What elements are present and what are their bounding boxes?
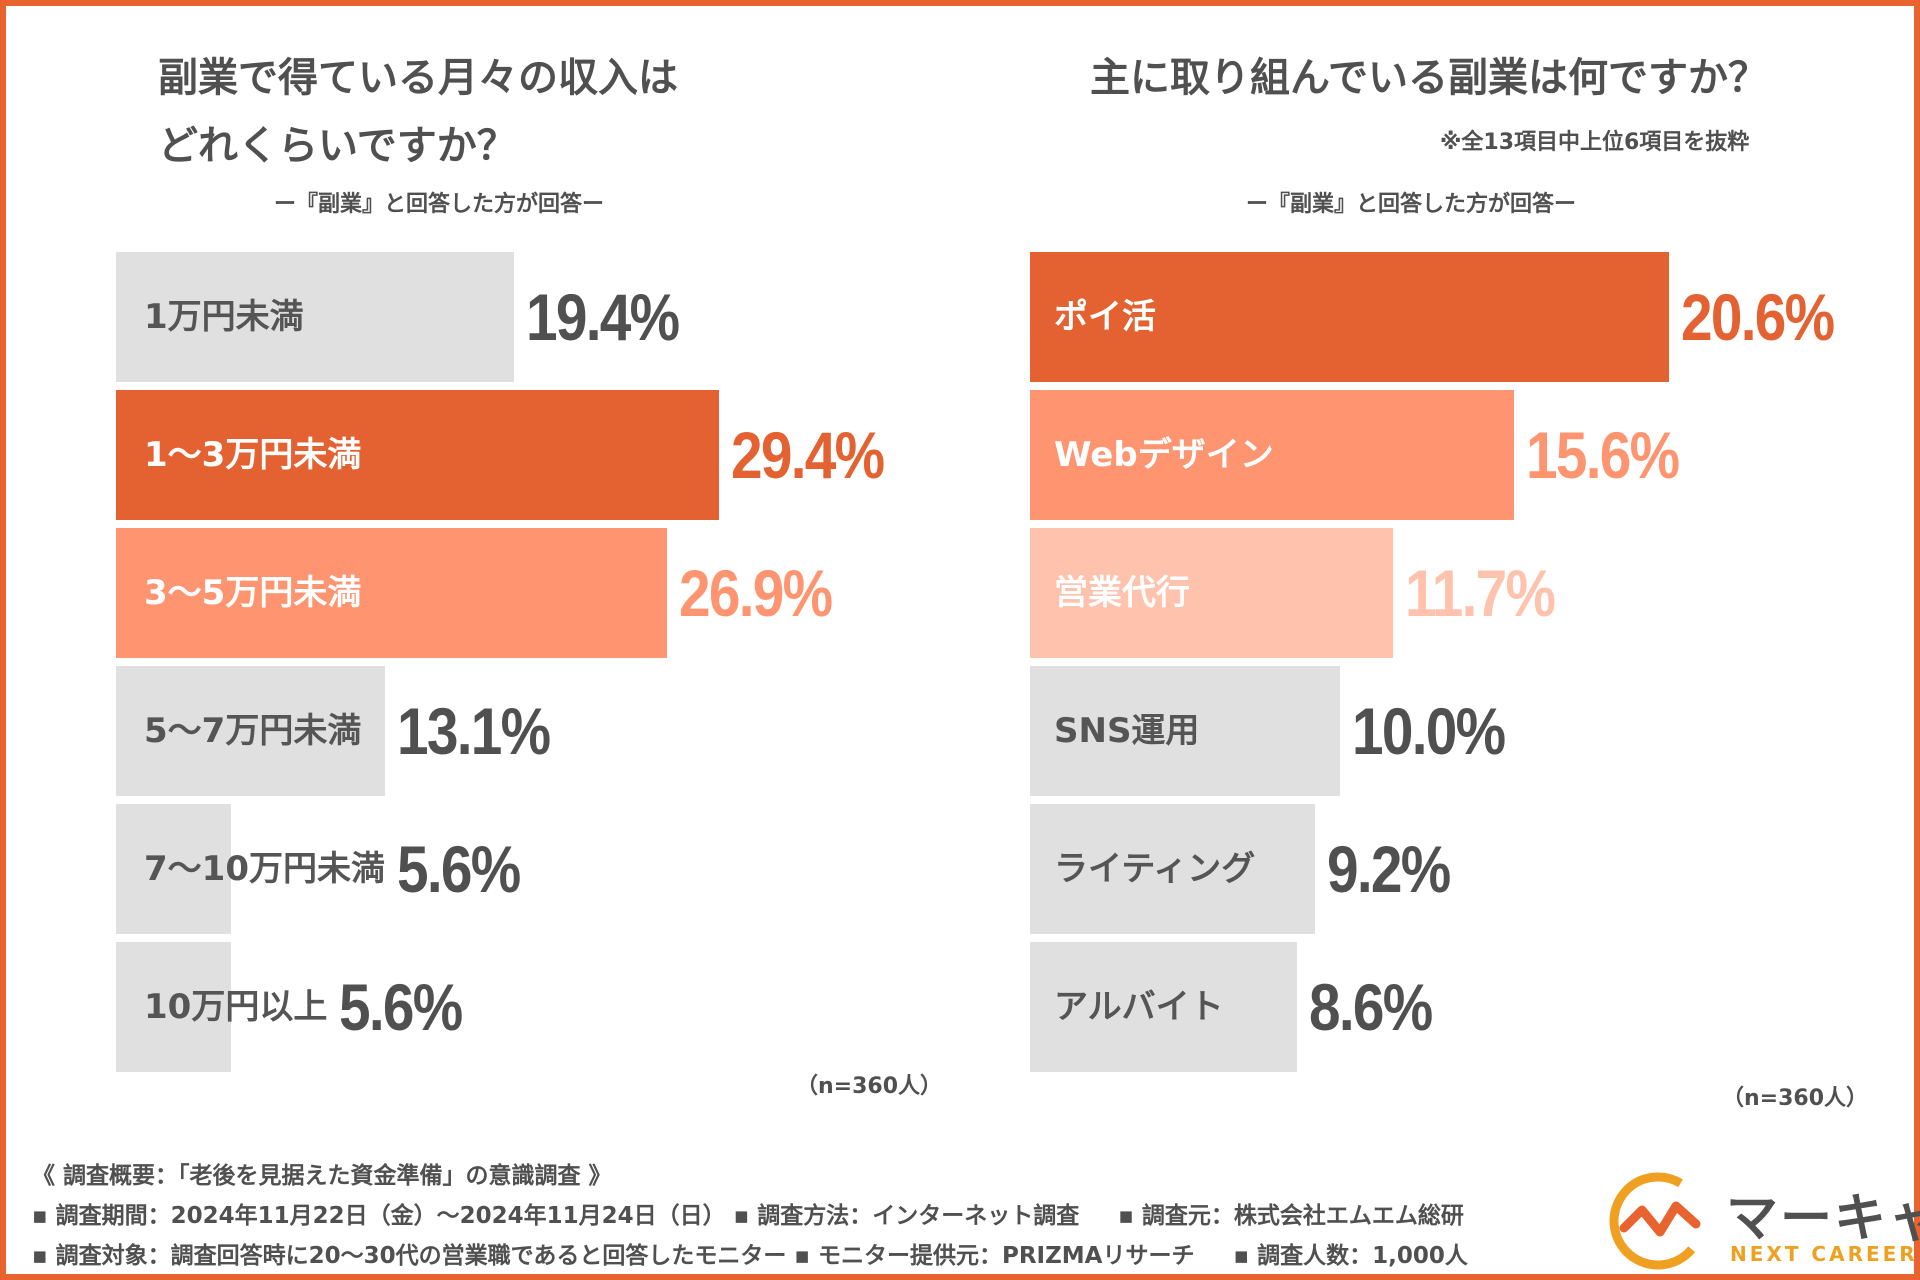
bar-category-label: 営業代行 — [1054, 573, 1190, 613]
right-note: ※全13項目中上位6項目を抜粋 — [1440, 130, 1750, 155]
bar-category-label: 10万円以上 — [144, 987, 328, 1027]
bar-income-3 — [116, 528, 668, 658]
bar-category-label: ポイ活 — [1054, 297, 1156, 337]
side-job-chart-panel: 主に取り組んでいる副業は何ですか？ ※全13項目中上位6項目を抜粋 ー『副業』と… — [966, 6, 1920, 1126]
bar-value-label: 19.4% — [525, 280, 680, 354]
income-chart-panel: 副業で得ている月々の収入は どれくらいですか？ ー『副業』と回答した方が回答ー … — [6, 6, 966, 1126]
bar-category-label: アルバイト — [1054, 987, 1224, 1027]
bar-value-label: 9.2% — [1327, 832, 1451, 906]
survey-target-line: ▪ 調査対象：調査回答時に20〜30代の営業職であると回答したモニター ▪ モニ… — [32, 1243, 1468, 1269]
bar-value-label: 20.6% — [1680, 280, 1835, 354]
bar-job-3 — [1030, 528, 1393, 658]
bar-category-label: Webデザイン — [1054, 435, 1274, 475]
income-bar-chart: 1万円未満 19.4% 1〜3万円未満 29.4% 3〜5万円未満 26.9% 5〜7万円未… — [6, 6, 966, 1126]
left-sample-size: （n=360人） — [796, 1074, 943, 1099]
bar-income-6 — [116, 942, 231, 1072]
bar-value-label: 15.6% — [1525, 418, 1680, 492]
survey-title: 《 調査概要：「老後を見据えた資金準備」の意識調査 》 — [32, 1163, 612, 1189]
left-subtitle: ー『副業』と回答した方が回答ー — [274, 192, 605, 217]
left-title-line2: どれくらいですか？ — [158, 123, 517, 169]
right-title: 主に取り組んでいる副業は何ですか？ — [1090, 55, 1768, 101]
bar-value-label: 11.7% — [1404, 556, 1556, 630]
bar-income-5 — [116, 804, 231, 934]
logo-name: マーキャリ — [1726, 1189, 1920, 1249]
bar-job-4 — [1030, 666, 1340, 796]
bar-value-label: 26.9% — [679, 556, 833, 630]
bar-value-label: 5.6% — [397, 832, 521, 906]
bar-income-2 — [116, 390, 719, 520]
bar-category-label: 3〜5万円未満 — [144, 573, 362, 613]
logo-tagline: NEXT CAREER — [1730, 1242, 1918, 1266]
bar-value-label: 5.6% — [339, 970, 463, 1044]
bar-job-5 — [1030, 804, 1316, 934]
bar-job-2 — [1030, 390, 1514, 520]
survey-period-line: ▪ 調査期間：2024年11月22日（金）〜2024年11月24日（日） ▪ 調… — [32, 1203, 1464, 1229]
bar-category-label: 1〜3万円未満 — [144, 435, 362, 475]
bar-category-label: ライティング — [1054, 849, 1256, 889]
logo-mark-icon — [1609, 1172, 1707, 1270]
bar-category-label: 5〜7万円未満 — [144, 711, 362, 751]
bar-category-label: 7〜10万円未満 — [144, 849, 385, 889]
right-subtitle: ー『副業』と回答した方が回答ー — [1246, 192, 1577, 217]
side-job-bar-chart: ポイ活 20.6% Webデザイン 15.6% 営業代行 11.7% SNS運用 10.0% ラ… — [966, 6, 1920, 1126]
right-sample-size: （n=360人） — [1722, 1086, 1869, 1111]
bar-job-1 — [1030, 252, 1669, 382]
bar-value-label: 8.6% — [1308, 970, 1433, 1044]
bar-category-label: SNS運用 — [1054, 711, 1200, 751]
bar-value-label: 29.4% — [730, 418, 885, 492]
bar-value-label: 10.0% — [1352, 694, 1506, 768]
bar-income-1 — [116, 252, 514, 382]
bar-income-4 — [116, 666, 385, 796]
left-title-line1: 副業で得ている月々の収入は — [158, 55, 678, 101]
bar-value-label: 13.1% — [396, 694, 551, 768]
brand-logo: マーキャリ NEXT CAREER — [1606, 1166, 1920, 1276]
bar-job-6 — [1030, 942, 1297, 1072]
bar-category-label: 1万円未満 — [144, 297, 304, 337]
